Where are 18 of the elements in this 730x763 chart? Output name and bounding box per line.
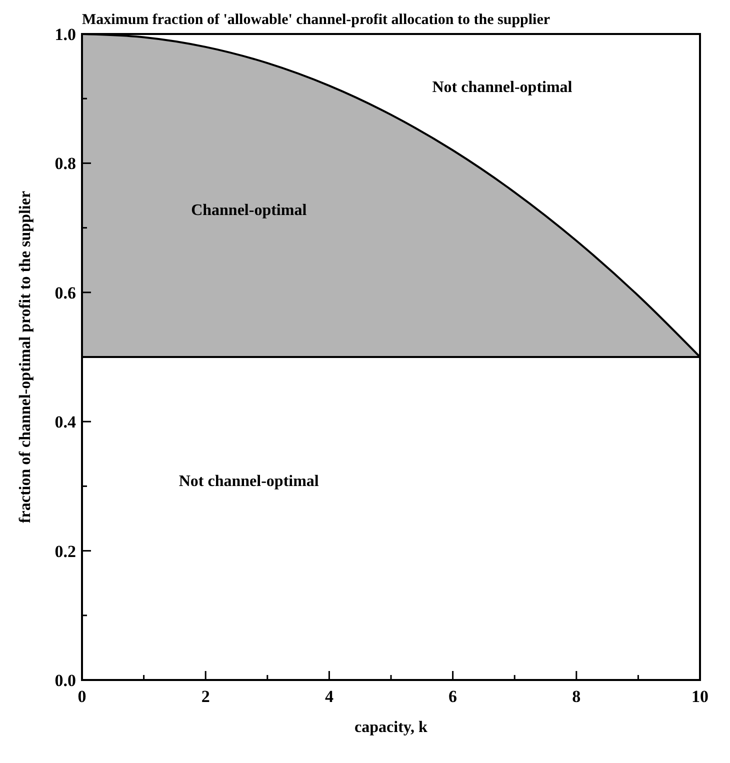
- x-tick-label: 8: [572, 687, 581, 706]
- y-tick-label: 0.8: [54, 154, 76, 174]
- annotation: Not channel-optimal: [178, 473, 320, 490]
- y-tick-label: 1.0: [54, 25, 76, 44]
- y-tick-label: 0.2: [54, 542, 76, 561]
- x-axis-title: capacity, k: [354, 719, 428, 736]
- annotation: Not channel-optimal: [432, 79, 573, 96]
- x-tick-label: 2: [201, 687, 210, 706]
- y-tick-label: 0.4: [54, 412, 76, 432]
- chart-title: Maximum fraction of 'allowable' channel-profit allocation to the supplier: [82, 12, 550, 28]
- annotation: Channel-optimal: [191, 202, 308, 219]
- x-tick-label: 0: [78, 687, 86, 706]
- y-tick-label: 0.6: [54, 283, 76, 302]
- y-tick-label: 0.0: [54, 671, 76, 690]
- x-tick-label: 4: [324, 687, 334, 706]
- x-tick-label: 6: [448, 687, 458, 706]
- x-tick-label: 10: [692, 687, 708, 706]
- y-axis-title: fraction of channel-optimal profit to the supplier: [17, 190, 34, 524]
